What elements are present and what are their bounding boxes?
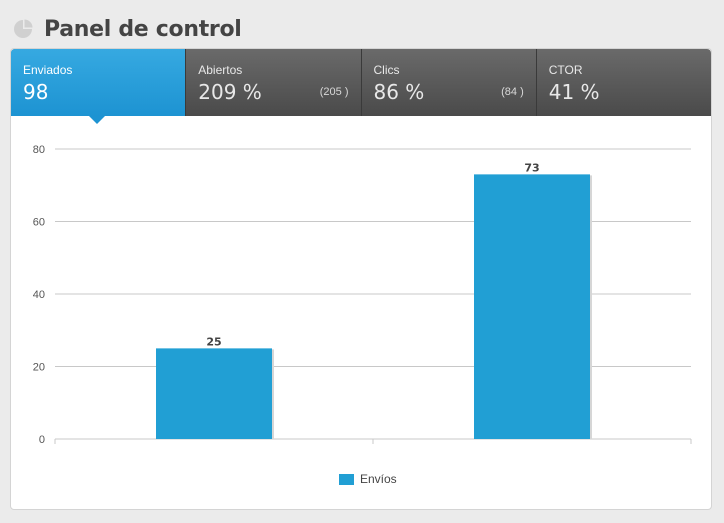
bar bbox=[474, 174, 590, 439]
y-tick-label: 20 bbox=[33, 362, 45, 374]
tab-value: 209 % bbox=[198, 80, 262, 104]
tab-count: (84 ) bbox=[501, 86, 524, 98]
y-tick-label: 60 bbox=[33, 217, 45, 229]
tab-clics[interactable]: Clics 86 % (84 ) bbox=[360, 49, 536, 116]
tab-count: (205 ) bbox=[319, 86, 349, 98]
tab-enviados[interactable]: Enviados 98 bbox=[11, 49, 186, 124]
page-title: Panel de control bbox=[44, 16, 242, 42]
data-label: 73 bbox=[524, 161, 539, 174]
stats-tabs: Enviados 98 Abiertos 209 % (205 ) Clics … bbox=[11, 49, 711, 124]
tab-label: Enviados bbox=[23, 63, 73, 77]
tab-label: Abiertos bbox=[198, 63, 243, 77]
y-tick-label: 0 bbox=[39, 434, 45, 446]
bar bbox=[156, 348, 272, 439]
tab-value: 41 % bbox=[548, 80, 600, 104]
legend-swatch bbox=[339, 473, 354, 485]
data-label: 25 bbox=[206, 335, 221, 348]
y-tick-label: 40 bbox=[33, 289, 45, 301]
tab-label: CTOR bbox=[548, 63, 583, 77]
tab-abiertos[interactable]: Abiertos 209 % (205 ) bbox=[185, 49, 360, 116]
legend-label-envios: Envíos bbox=[360, 472, 397, 486]
tab-value: 98 bbox=[23, 80, 49, 104]
bar-chart: 0 20 40 60 80 25 73 bbox=[33, 144, 692, 446]
dashboard-card: Enviados 98 Abiertos 209 % (205 ) Clics … bbox=[10, 48, 712, 510]
tab-label: Clics bbox=[373, 63, 400, 77]
y-tick-label: 80 bbox=[33, 144, 45, 156]
page-header: Panel de control bbox=[12, 14, 242, 44]
tab-value: 86 % bbox=[373, 80, 425, 104]
tab-ctor[interactable]: CTOR 41 % bbox=[535, 49, 711, 116]
chart-legend[interactable]: Envíos bbox=[339, 472, 397, 486]
pie-chart-icon bbox=[14, 19, 33, 38]
